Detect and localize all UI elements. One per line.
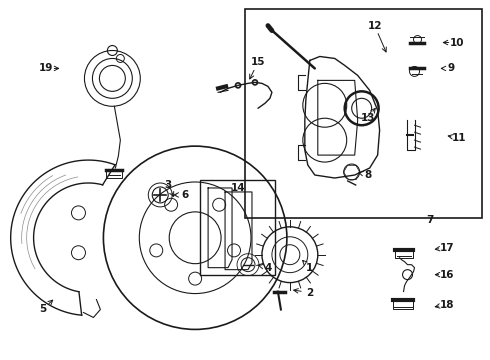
Text: 8: 8 <box>364 170 371 180</box>
Text: 10: 10 <box>450 37 465 48</box>
Text: 2: 2 <box>306 288 314 298</box>
Text: 5: 5 <box>39 305 46 315</box>
Text: 13: 13 <box>361 113 375 123</box>
Text: 15: 15 <box>251 58 265 67</box>
Text: 6: 6 <box>182 190 189 200</box>
Text: 4: 4 <box>264 263 271 273</box>
Bar <box>200 180 275 275</box>
Text: 7: 7 <box>426 215 433 225</box>
Text: 16: 16 <box>440 270 455 280</box>
Text: 12: 12 <box>368 21 382 31</box>
Text: 1: 1 <box>306 263 314 273</box>
Text: 14: 14 <box>231 183 245 193</box>
Text: 3: 3 <box>165 180 172 190</box>
Text: 17: 17 <box>440 243 455 253</box>
Text: 11: 11 <box>452 133 466 143</box>
Text: 19: 19 <box>38 63 53 73</box>
Text: 9: 9 <box>448 63 455 73</box>
Bar <box>245 9 482 218</box>
Text: 18: 18 <box>440 300 455 310</box>
